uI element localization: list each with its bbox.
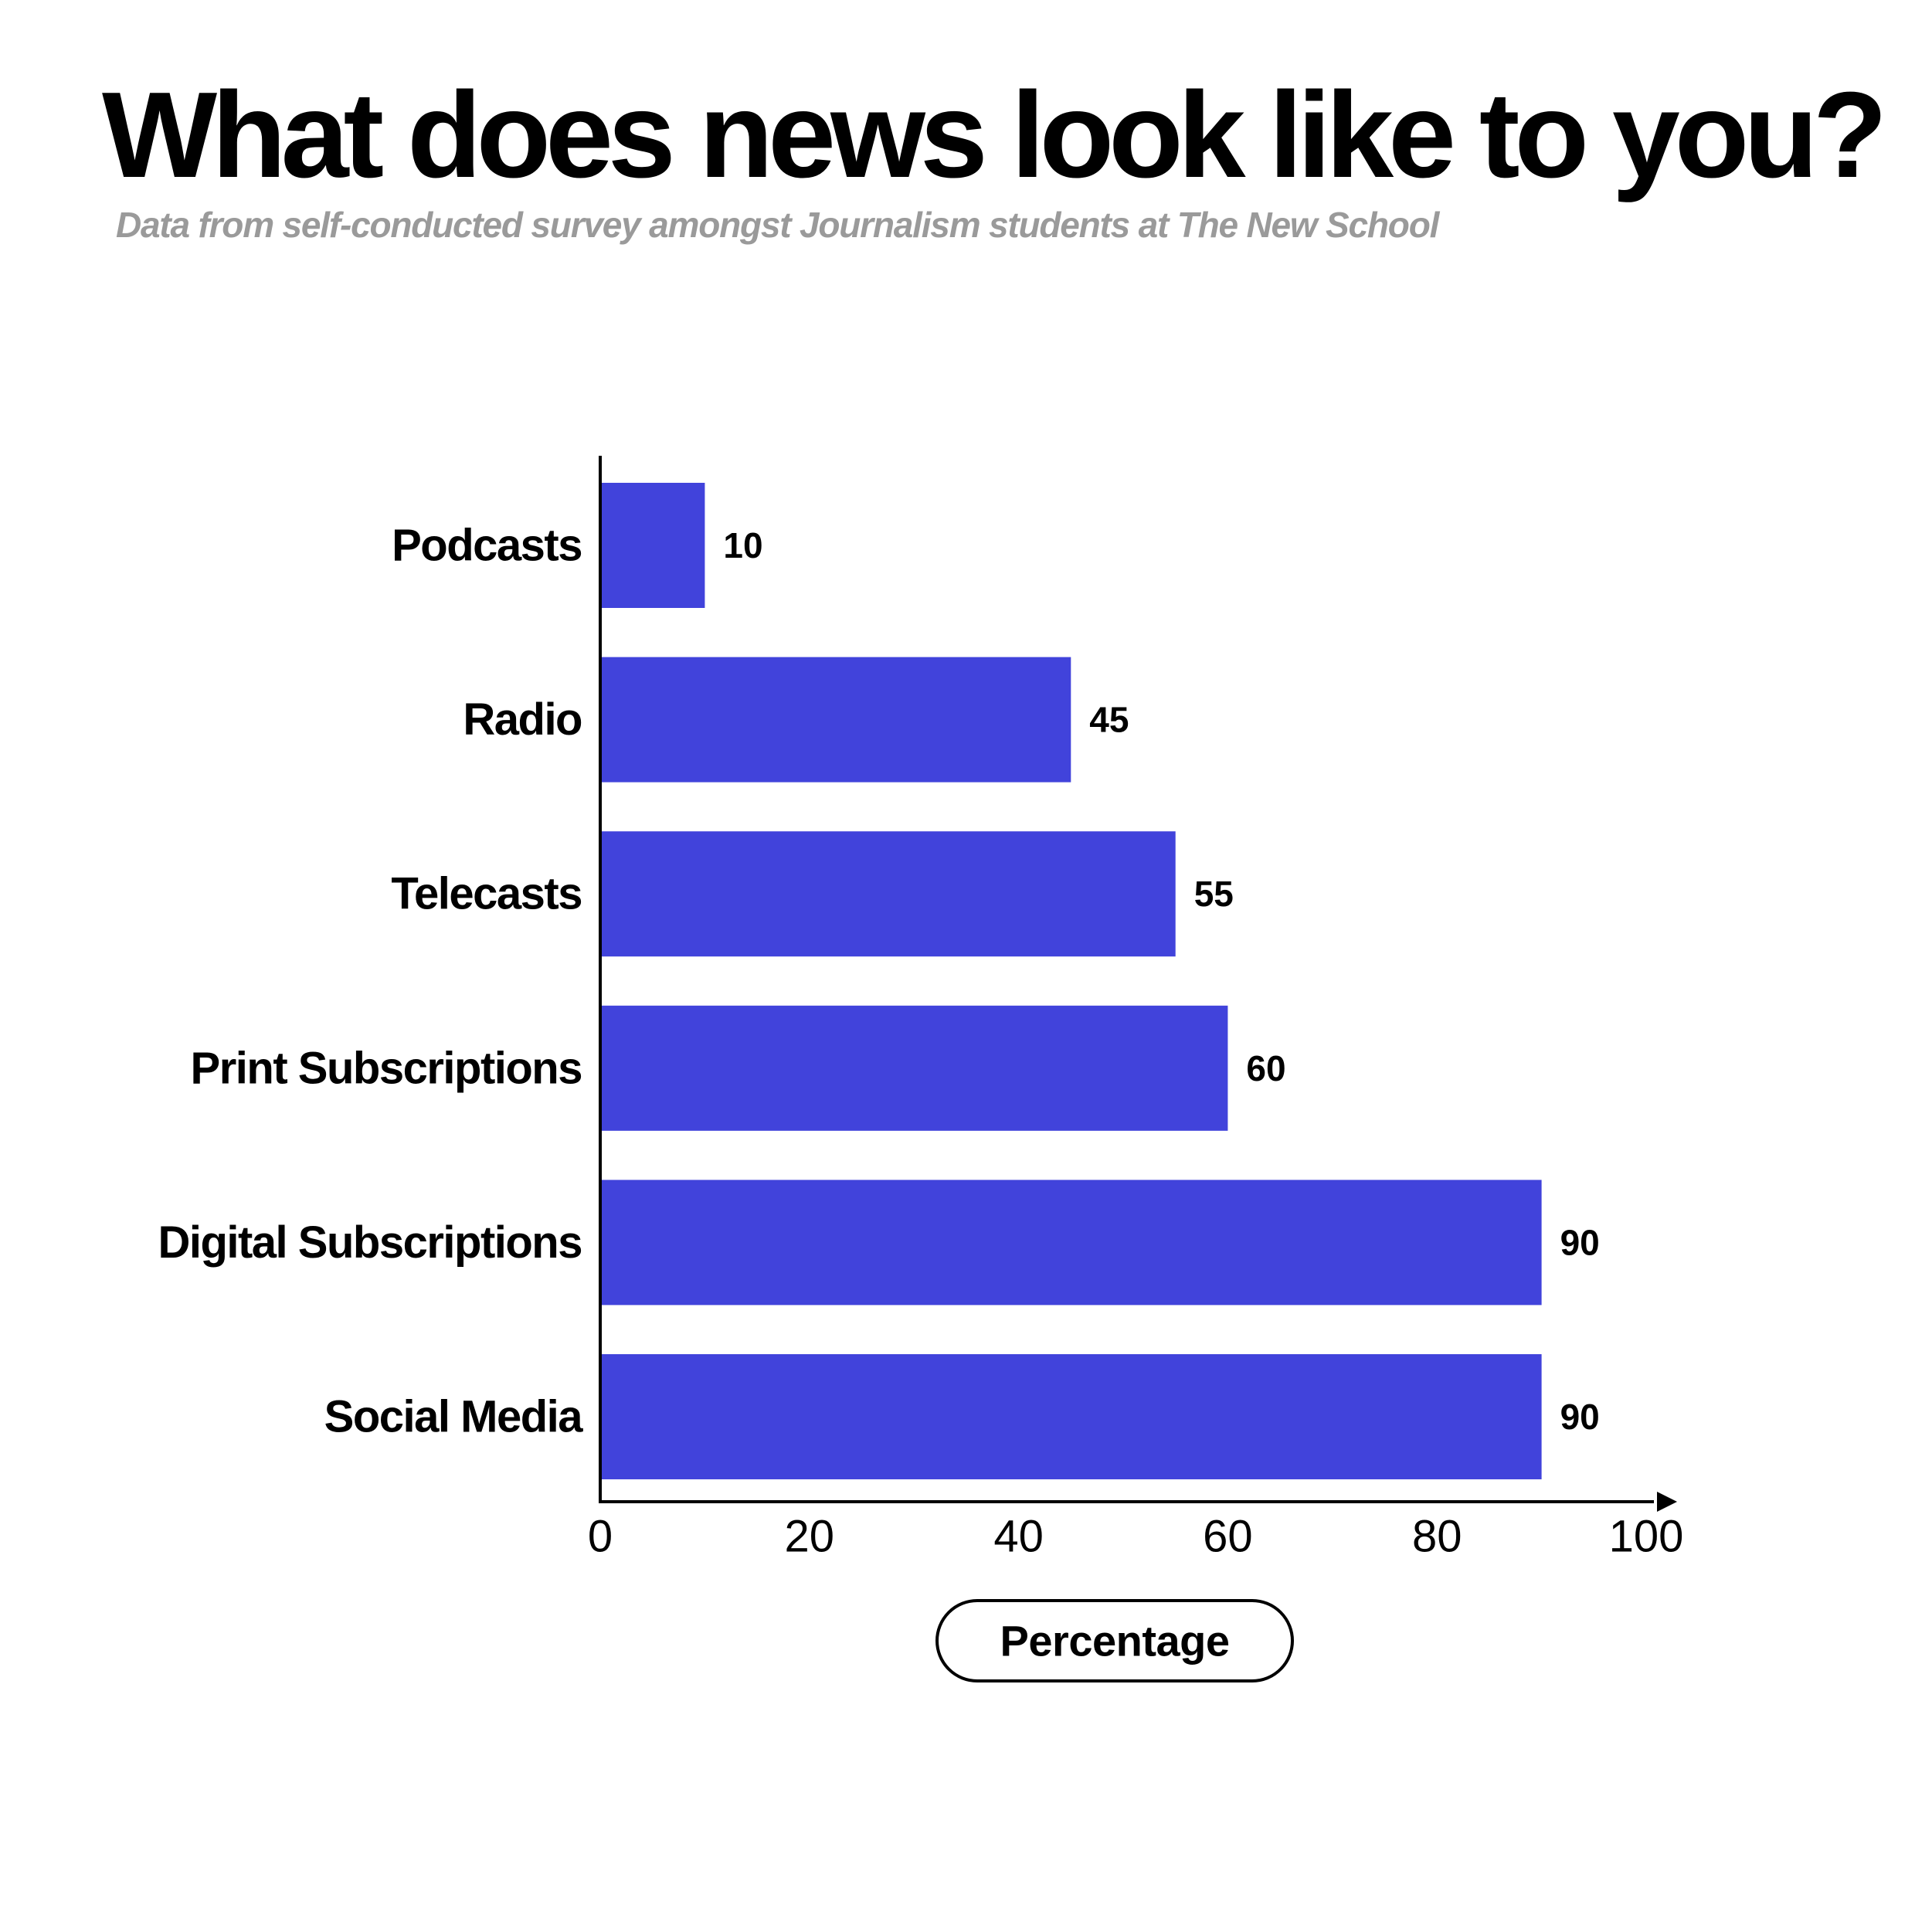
category-label-social-media: Social Media [324,1392,584,1442]
bar-print-subscriptions [600,1006,1227,1131]
x-axis-title: Percentage [1000,1617,1230,1665]
category-labels: Podcasts Radio Telecasts Print Subscription… [158,521,583,1442]
bar-radio [600,657,1071,783]
bar-podcasts [600,483,705,608]
value-label-podcasts: 10 [723,525,762,565]
x-tick-label-60: 60 [1203,1512,1253,1562]
value-label-telecasts: 55 [1194,874,1234,914]
x-tick-label-0: 0 [588,1512,613,1562]
category-label-radio: Radio [463,694,582,745]
bar-social-media [600,1354,1542,1479]
category-label-digital-subscriptions: Digital Subscriptions [158,1217,582,1268]
x-tick-labels: 0 20 40 60 80 100 [588,1512,1684,1562]
value-label-social-media: 90 [1560,1397,1600,1437]
x-tick-label-80: 80 [1412,1512,1462,1562]
value-label-print-subscriptions: 60 [1246,1048,1285,1088]
x-tick-label-40: 40 [993,1512,1044,1562]
x-axis-arrow [1657,1492,1677,1512]
value-label-radio: 45 [1089,700,1129,740]
bar-digital-subscriptions [600,1180,1542,1305]
category-label-podcasts: Podcasts [392,521,582,571]
x-tick-label-20: 20 [785,1512,835,1562]
category-label-telecasts: Telecasts [391,869,582,919]
value-label-digital-subscriptions: 90 [1560,1222,1600,1262]
bars-group [600,483,1542,1479]
x-tick-label-100: 100 [1609,1512,1684,1562]
category-label-print-subscriptions: Print Subscriptions [191,1043,582,1093]
bar-telecasts [600,831,1176,956]
